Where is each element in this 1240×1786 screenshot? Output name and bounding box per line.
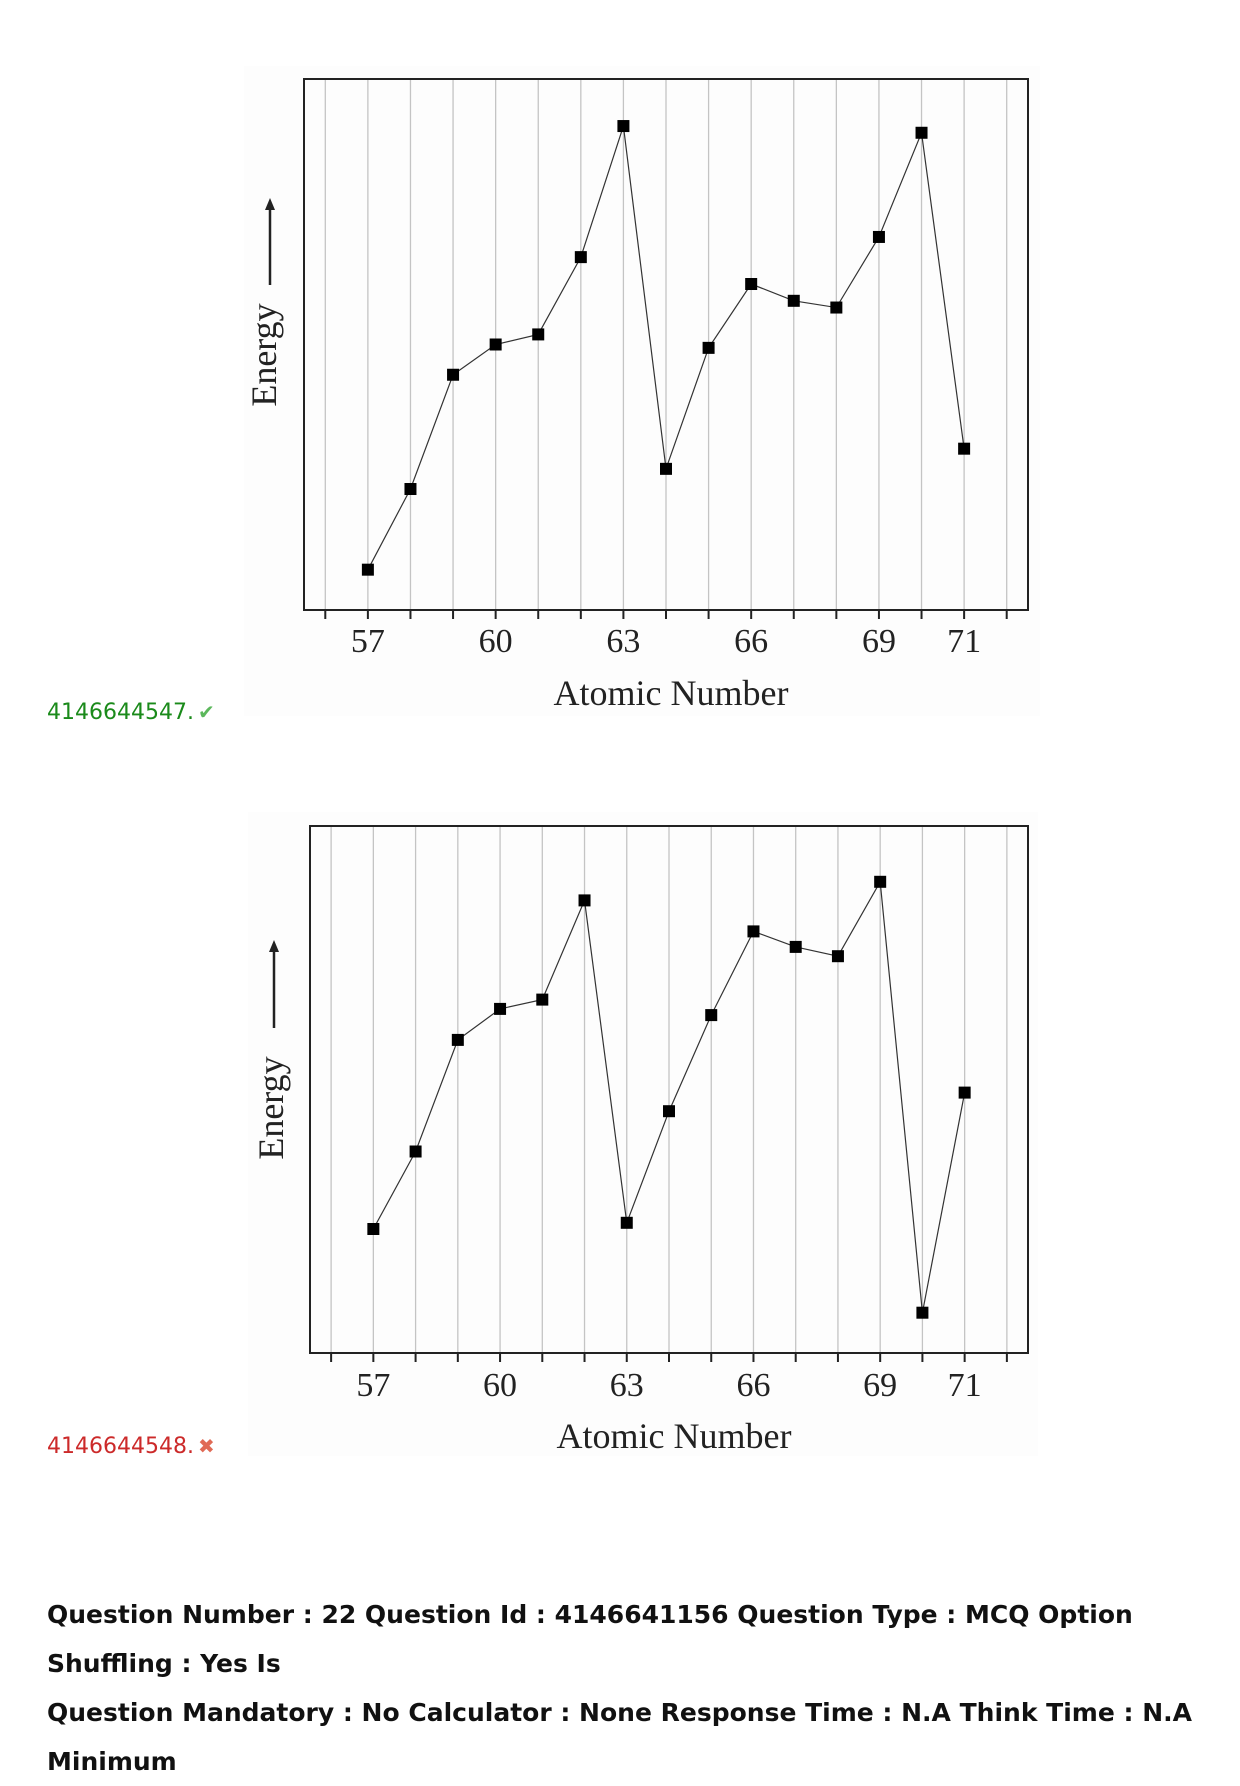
data-point: [536, 993, 549, 1006]
option-1-id-label: 4146644547.: [47, 700, 194, 725]
data-point: [745, 278, 758, 291]
data-point: [489, 338, 502, 351]
x-axis-label: Atomic Number: [557, 1416, 792, 1456]
x-tick-label: 60: [483, 1367, 517, 1404]
x-tick-label: 71: [947, 623, 981, 660]
data-point: [916, 1306, 929, 1319]
plot-frame: [303, 78, 1029, 611]
data-point: [367, 1223, 380, 1235]
x-tick-label: 63: [606, 623, 640, 660]
plot-frame: [309, 825, 1029, 1354]
data-point: [787, 294, 800, 307]
x-tick-label: 71: [948, 1367, 982, 1404]
question-meta-line-1: Question Number : 22 Question Id : 41466…: [47, 1600, 1133, 1678]
x-tick-label: 60: [479, 623, 513, 660]
x-tick-label: 63: [610, 1367, 644, 1404]
y-axis-label: Energy: [244, 303, 284, 406]
question-meta: Question Number : 22 Question Id : 41466…: [47, 1590, 1217, 1786]
data-point: [915, 126, 928, 139]
up-arrow-head: [265, 198, 275, 210]
x-axis-label: Atomic Number: [554, 673, 789, 713]
data-point: [872, 230, 885, 243]
data-point: [663, 1105, 675, 1118]
data-point: [702, 341, 715, 354]
option-2-id[interactable]: 4146644548. ✖: [47, 1434, 215, 1459]
data-point: [578, 894, 591, 907]
data-point: [532, 328, 545, 341]
cross-icon: ✖: [197, 1434, 215, 1458]
data-point: [574, 251, 587, 264]
check-icon: ✔: [197, 700, 215, 724]
data-point: [831, 950, 844, 963]
up-arrow-icon: [265, 198, 275, 285]
option-2-id-label: 4146644548.: [47, 1434, 194, 1459]
data-point: [404, 483, 417, 496]
chart-background: [248, 812, 1038, 1456]
data-point: [830, 301, 843, 314]
x-tick-label: 66: [736, 1367, 770, 1404]
data-point: [958, 1086, 971, 1099]
x-tick-label: 66: [734, 623, 768, 660]
data-point: [409, 1145, 422, 1158]
option-1-id[interactable]: 4146644547. ✔: [47, 700, 215, 725]
data-point: [361, 563, 374, 576]
data-point: [705, 1009, 718, 1022]
up-arrow-head: [269, 940, 279, 952]
data-point: [451, 1033, 464, 1046]
chart-background: [244, 66, 1040, 716]
up-arrow-icon: [269, 940, 279, 1028]
data-point: [874, 875, 887, 888]
data-point: [789, 940, 802, 953]
x-tick-label: 69: [863, 1367, 897, 1404]
question-meta-line-2: Question Mandatory : No Calculator : Non…: [47, 1698, 1192, 1776]
data-point: [617, 120, 630, 133]
x-tick-label: 57: [351, 623, 385, 660]
x-tick-label: 57: [356, 1367, 390, 1404]
data-point: [747, 925, 760, 938]
x-tick-label: 69: [862, 623, 896, 660]
data-point: [447, 368, 460, 381]
data-point: [660, 462, 672, 475]
y-axis-label: Energy: [251, 1056, 291, 1159]
data-point: [958, 442, 971, 455]
data-point: [620, 1216, 633, 1229]
data-point: [494, 1002, 507, 1015]
